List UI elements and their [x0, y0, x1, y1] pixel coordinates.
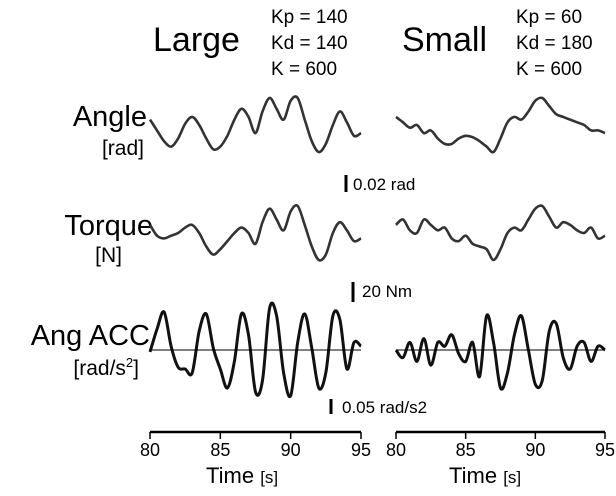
row-label-ang-acc: Ang ACC [30, 320, 150, 352]
x-axis-title-large: Time [206, 463, 255, 488]
row-unit-ang-acc-base: [rad/s [73, 357, 126, 380]
series-line-large-angle [148, 95, 362, 154]
series-line-large-torque [148, 204, 362, 262]
param-kp-small: Kp = 60 [516, 7, 583, 28]
scale-label-ang-acc: 0.05 rad/s2 [342, 398, 428, 417]
series-line-small-angle [395, 96, 606, 154]
row-unit-ang-acc-sup: 2 [125, 355, 134, 370]
x-tick-label-small-90: 90 [525, 440, 546, 460]
x-axis-unit-large: [s] [260, 468, 279, 487]
param-kp-large: Kp = 140 [271, 7, 348, 28]
condition-title-small: Small [402, 21, 488, 59]
x-tick-label-small-80: 80 [385, 440, 407, 460]
row-unit-ang-acc-end: ] [133, 357, 139, 380]
row-unit-ang-acc: [rad/s2] [73, 356, 139, 379]
param-k-small: K = 600 [516, 59, 583, 80]
x-tick-label-large-85: 85 [210, 440, 231, 460]
traces-group [148, 95, 606, 399]
x-tick-label-small-95: 95 [594, 440, 616, 460]
x-ticks-group [149, 432, 606, 439]
row-unit-torque: [N] [95, 244, 122, 267]
x-axis-label-small: Time [s] [449, 465, 521, 487]
x-tick-label-small-85: 85 [455, 440, 476, 460]
series-line-small-ang-acc [394, 313, 606, 391]
x-axis-label-large: Time [s] [206, 465, 278, 487]
param-k-large: K = 600 [271, 59, 338, 80]
scale-label-torque: 20 Nm [362, 282, 413, 301]
x-tick-label-large-95: 95 [350, 440, 372, 460]
param-kd-large: Kd = 140 [271, 33, 348, 54]
param-kd-small: Kd = 180 [516, 33, 593, 54]
scale-label-angle: 0.02 rad [353, 175, 416, 194]
series-line-small-torque [395, 204, 606, 262]
x-tick-label-large-80: 80 [139, 440, 161, 460]
row-label-angle: Angle [72, 101, 147, 133]
x-axis-title-small: Time [449, 463, 498, 488]
x-tick-label-large-90: 90 [280, 440, 301, 460]
condition-title-large: Large [153, 21, 240, 59]
x-axis-unit-small: [s] [503, 468, 522, 487]
row-label-torque: Torque [64, 210, 153, 242]
row-unit-angle: [rad] [101, 137, 144, 160]
series-line-large-ang-acc [148, 301, 362, 399]
